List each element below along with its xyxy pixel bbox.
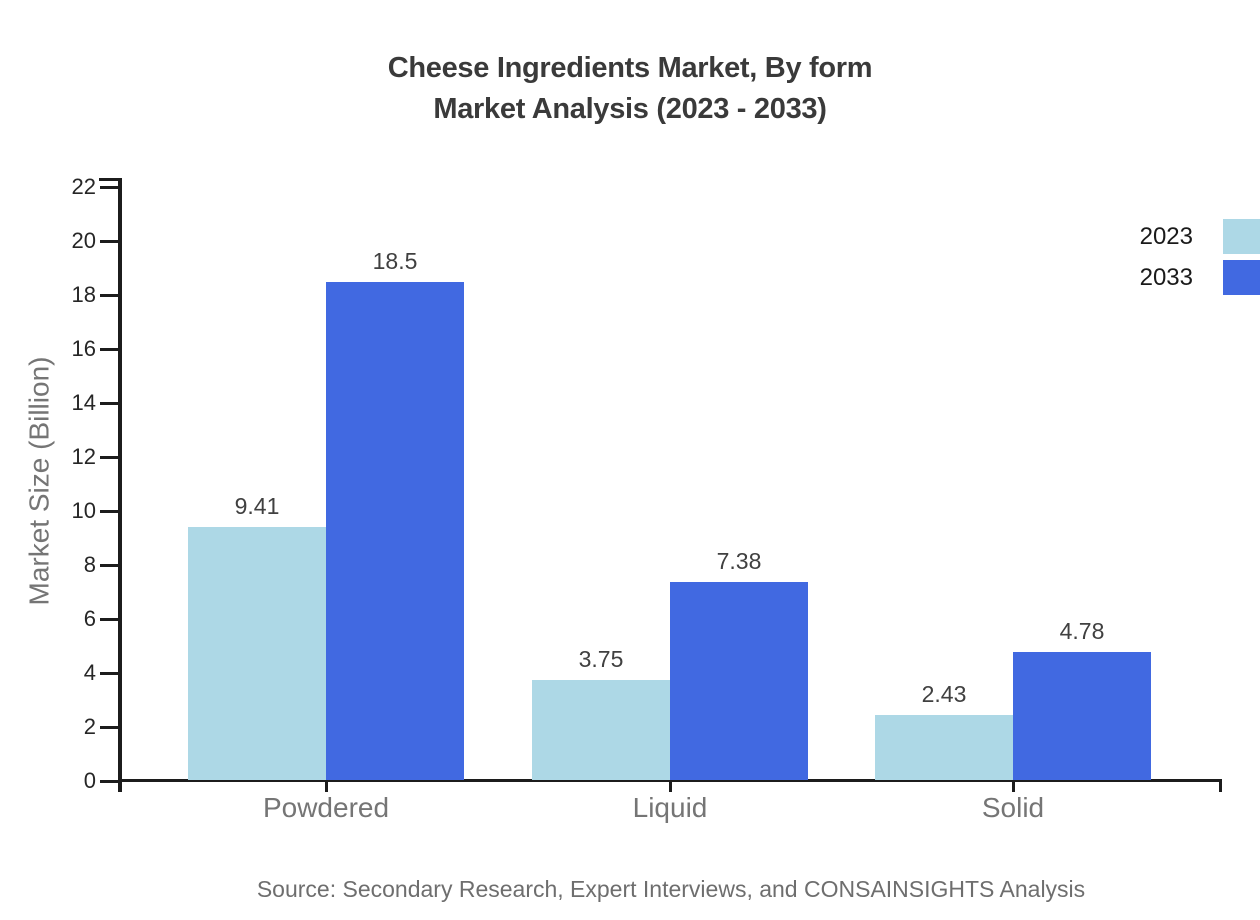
y-tick-mark <box>100 294 120 297</box>
legend-swatch <box>1223 219 1260 254</box>
y-tick-mark <box>100 510 120 513</box>
x-tick-mark <box>1012 781 1015 792</box>
y-tick-label: 22 <box>71 174 96 199</box>
bar-value-label: 9.41 <box>234 493 280 519</box>
chart-title: Cheese Ingredients Market, By form Marke… <box>0 48 1260 130</box>
y-tick-label: 12 <box>71 444 96 469</box>
y-tick-label: 18 <box>71 282 96 307</box>
y-tick-mark <box>100 348 120 351</box>
bar-value-label: 2.43 <box>921 681 967 707</box>
bar-2033-liquid <box>670 582 808 780</box>
y-axis-line <box>118 178 122 792</box>
x-tick-mark <box>325 781 328 792</box>
bar-value-label: 4.78 <box>1059 618 1105 644</box>
y-tick-mark <box>100 726 120 729</box>
y-tick-mark <box>100 564 120 567</box>
bar-value-label: 18.5 <box>372 248 418 274</box>
bar-2033-solid <box>1013 652 1151 780</box>
y-tick-mark <box>100 186 120 189</box>
legend-item-2033: 2033 <box>1140 260 1260 295</box>
y-tick-mark <box>100 672 120 675</box>
bar-2023-powdered <box>188 527 326 780</box>
y-tick-label: 6 <box>83 606 96 631</box>
y-tick-mark <box>100 402 120 405</box>
y-tick-label: 20 <box>71 228 96 253</box>
y-tick-label: 8 <box>83 552 96 577</box>
bar-value-label: 7.38 <box>716 548 762 574</box>
y-tick-label: 4 <box>83 660 96 685</box>
chart-title-line2: Market Analysis (2023 - 2033) <box>433 93 827 125</box>
bar-2023-solid <box>875 715 1013 780</box>
category-label: Powdered <box>262 792 390 823</box>
category-label: Liquid <box>632 792 708 823</box>
legend-label: 2033 <box>1139 264 1193 291</box>
y-axis-endcap-tick <box>99 178 122 181</box>
bar-value-label: 3.75 <box>578 646 624 672</box>
y-tick-label: 2 <box>83 714 96 739</box>
x-axis-line <box>118 779 1222 782</box>
source-note: Source: Secondary Research, Expert Inter… <box>256 876 1086 902</box>
x-tick-mark <box>669 781 672 792</box>
bar-2023-liquid <box>532 680 670 780</box>
y-tick-mark <box>100 456 120 459</box>
y-tick-label: 16 <box>71 336 96 361</box>
chart-title-line1: Cheese Ingredients Market, By form <box>387 52 873 84</box>
legend-item-2023: 2023 <box>1140 219 1260 254</box>
category-label: Solid <box>981 792 1045 823</box>
y-tick-mark <box>100 618 120 621</box>
legend-label: 2023 <box>1139 223 1193 250</box>
y-tick-mark <box>100 240 120 243</box>
y-tick-label: 0 <box>83 768 96 793</box>
y-tick-label: 10 <box>71 498 96 523</box>
x-axis-end-tick <box>1219 781 1222 792</box>
bar-2033-powdered <box>326 282 464 780</box>
legend-swatch <box>1223 260 1260 295</box>
y-tick-label: 14 <box>71 390 96 415</box>
y-tick-mark <box>100 780 120 783</box>
